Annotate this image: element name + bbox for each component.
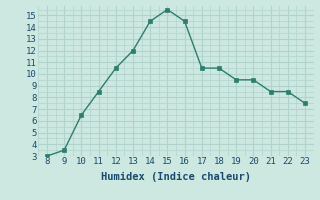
X-axis label: Humidex (Indice chaleur): Humidex (Indice chaleur): [101, 172, 251, 182]
